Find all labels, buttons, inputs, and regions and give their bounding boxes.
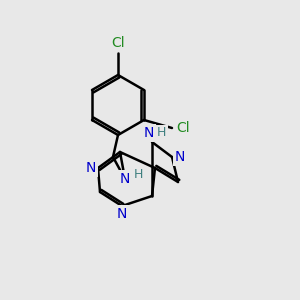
Text: N: N <box>86 161 96 175</box>
Text: N: N <box>120 172 130 186</box>
Text: N: N <box>117 207 127 221</box>
Text: H: H <box>133 167 143 181</box>
Text: N: N <box>144 126 154 140</box>
Text: H: H <box>156 127 166 140</box>
Text: Cl: Cl <box>176 121 190 135</box>
Text: Cl: Cl <box>111 36 125 50</box>
Text: N: N <box>175 150 185 164</box>
